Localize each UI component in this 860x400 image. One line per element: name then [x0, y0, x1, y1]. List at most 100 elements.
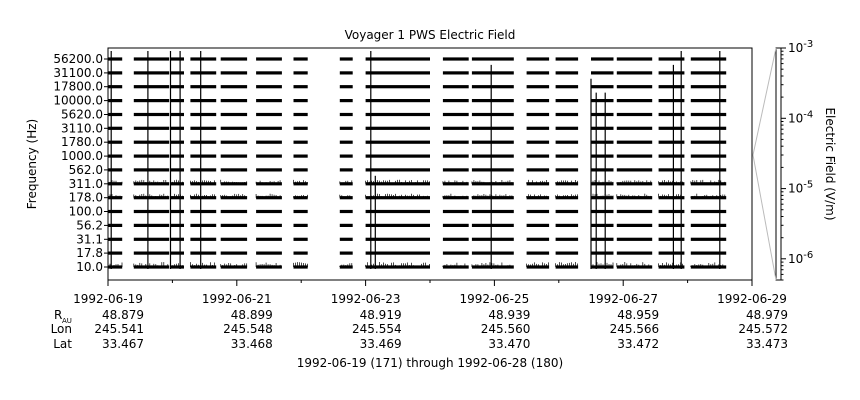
date-range-footer: 1992-06-19 (171) through 1992-06-28 (180…	[297, 356, 563, 370]
data-band-100.0-8	[365, 209, 430, 214]
data-band-5620.0-3	[190, 112, 217, 117]
ephemeris-label-r-sub: AU	[62, 317, 72, 325]
data-band-17.8-13	[591, 251, 614, 255]
data-band-10000.0-0	[108, 99, 123, 103]
data-band-3110.0-16	[690, 126, 727, 130]
data-band-31.1-15	[658, 237, 685, 241]
data-band-3110.0-12	[555, 126, 579, 130]
chart-title: Voyager 1 PWS Electric Field	[345, 28, 516, 42]
data-band-5620.0-16	[690, 112, 727, 117]
data-band-178.0-1	[133, 196, 170, 200]
data-band-10.0-9	[442, 265, 469, 269]
data-band-17800.0-12	[555, 85, 579, 89]
data-band-17800.0-1	[133, 85, 170, 89]
y-tick-label-562.0: 562.0	[69, 163, 103, 177]
ephemeris-lat-value: 33.472	[617, 337, 659, 351]
data-band-562.0-10	[471, 168, 514, 172]
data-band-31.1-13	[591, 237, 614, 241]
data-band-56200.0-8	[365, 57, 430, 61]
ephemeris-label-lat: Lat	[53, 337, 72, 351]
data-band-3110.0-7	[339, 126, 353, 130]
data-band-10.0-3	[190, 265, 217, 269]
data-band-1000.0-0	[108, 154, 123, 158]
data-band-56200.0-16	[690, 57, 727, 61]
data-band-562.0-7	[339, 168, 353, 172]
data-band-10.0-10	[471, 265, 514, 269]
y-tick-label-5620.0: 5620.0	[61, 108, 103, 122]
data-band-56200.0-6	[293, 57, 308, 61]
data-band-5620.0-1	[133, 112, 170, 117]
data-band-31100.0-7	[339, 71, 353, 75]
data-band-562.0-3	[190, 168, 217, 172]
data-band-178.0-16	[690, 196, 727, 200]
data-band-5620.0-0	[108, 112, 123, 117]
data-band-10000.0-15	[658, 99, 685, 103]
ephemeris-lon-value: 245.560	[481, 322, 531, 336]
data-band-56200.0-1	[133, 57, 170, 61]
data-band-56.2-1	[133, 223, 170, 227]
data-band-17.8-14	[616, 251, 653, 255]
x-tick-label-1992-06-23: 1992-06-23	[331, 292, 401, 306]
data-band-31.1-7	[339, 237, 353, 241]
data-band-5620.0-4	[220, 112, 248, 117]
data-band-17800.0-8	[365, 85, 430, 89]
data-band-56200.0-7	[339, 57, 353, 61]
data-band-56.2-7	[339, 223, 353, 227]
data-band-31100.0-4	[220, 71, 248, 75]
data-band-17800.0-14	[616, 85, 653, 89]
y-tick-label-31.1: 31.1	[76, 232, 103, 246]
data-band-3110.0-15	[658, 126, 685, 130]
data-band-31100.0-12	[555, 71, 579, 75]
data-band-10000.0-3	[190, 99, 217, 103]
data-band-100.0-7	[339, 209, 353, 214]
y-tick-label-56.2: 56.2	[76, 218, 103, 232]
data-band-5620.0-15	[658, 112, 685, 117]
y-tick-label-17800.0: 17800.0	[53, 80, 103, 94]
data-band-5620.0-13	[591, 112, 614, 117]
data-band-3110.0-13	[591, 126, 614, 130]
data-band-17.8-5	[256, 251, 282, 255]
data-band-100.0-9	[442, 209, 469, 214]
data-band-10.0-5	[256, 265, 282, 269]
y-tick-label-311.0: 311.0	[69, 177, 103, 191]
data-band-17.8-16	[690, 251, 727, 255]
data-band-17800.0-10	[471, 85, 514, 89]
data-band-1000.0-8	[365, 154, 430, 158]
ephemeris-lat-value: 33.469	[360, 337, 402, 351]
data-band-31.1-1	[133, 237, 170, 241]
data-band-311.0-3	[190, 182, 217, 186]
data-band-31100.0-1	[133, 71, 170, 75]
data-band-56.2-13	[591, 223, 614, 227]
data-band-100.0-14	[616, 209, 653, 214]
data-band-311.0-2	[170, 182, 184, 186]
data-band-311.0-13	[591, 182, 614, 186]
data-band-178.0-10	[471, 196, 514, 200]
ephemeris-lat-value: 33.467	[102, 337, 144, 351]
data-band-1780.0-14	[616, 140, 653, 144]
data-band-1780.0-3	[190, 140, 217, 144]
ephemeris-lon-value: 245.548	[223, 322, 273, 336]
data-band-56.2-16	[690, 223, 727, 227]
data-band-56200.0-3	[190, 57, 217, 61]
data-band-10.0-6	[293, 265, 308, 269]
data-band-17800.0-5	[256, 85, 282, 89]
data-band-3110.0-10	[471, 126, 514, 130]
data-band-56.2-15	[658, 223, 685, 227]
data-band-17800.0-0	[108, 85, 123, 89]
data-band-178.0-2	[170, 196, 184, 200]
data-band-311.0-7	[339, 182, 353, 186]
data-band-10000.0-10	[471, 99, 514, 103]
data-band-31.1-2	[170, 237, 184, 241]
colorbar-tick-label: 10-3	[788, 39, 813, 55]
data-band-31.1-3	[190, 237, 217, 241]
data-band-100.0-15	[658, 209, 685, 214]
colorbar-connector-top	[752, 47, 777, 156]
data-band-10000.0-1	[133, 99, 170, 103]
data-band-562.0-15	[658, 168, 685, 172]
colorbar-tick-label: 10-5	[788, 180, 813, 196]
data-band-17.8-6	[293, 251, 308, 255]
data-band-31100.0-0	[108, 71, 123, 75]
data-band-56.2-0	[108, 223, 123, 227]
ephemeris-lon-value: 245.566	[610, 322, 660, 336]
